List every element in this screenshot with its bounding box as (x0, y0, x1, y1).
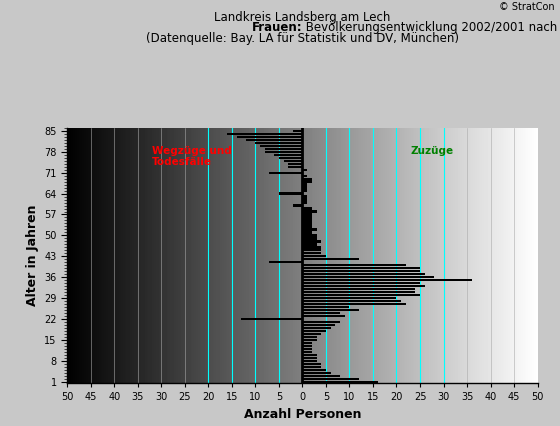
Bar (241, 318, 302, 320)
Bar (302, 267, 420, 269)
Bar (302, 327, 330, 329)
Bar (302, 312, 340, 314)
Bar (302, 300, 401, 302)
Bar (288, 166, 302, 168)
Bar (302, 369, 326, 371)
Bar (302, 285, 424, 288)
Bar (279, 193, 302, 195)
Bar (269, 261, 302, 263)
Bar (302, 213, 312, 216)
Bar (302, 381, 377, 383)
Bar (274, 154, 302, 156)
Bar (302, 273, 424, 275)
Bar (302, 345, 312, 347)
Bar (302, 321, 340, 323)
Bar (302, 315, 345, 317)
X-axis label: Anzahl Personen: Anzahl Personen (244, 408, 361, 421)
Bar (302, 354, 316, 356)
Bar (246, 138, 302, 141)
Bar (302, 336, 316, 338)
Bar (302, 351, 312, 353)
Bar (302, 378, 359, 380)
Text: Zuzüge: Zuzüge (410, 146, 454, 156)
Bar (302, 184, 307, 186)
Bar (302, 252, 321, 254)
Text: Wegzüge und
Todesfälle: Wegzüge und Todesfälle (152, 146, 232, 167)
Bar (302, 366, 321, 368)
Bar (302, 363, 321, 365)
Bar (302, 201, 307, 204)
Bar (302, 279, 472, 282)
Bar (279, 157, 302, 159)
Bar (302, 219, 312, 222)
Bar (302, 240, 321, 242)
Bar (302, 234, 316, 236)
Bar (302, 294, 420, 296)
Bar (302, 222, 312, 225)
Bar (302, 207, 312, 210)
Bar (302, 324, 335, 326)
Bar (302, 264, 406, 266)
Bar (302, 276, 434, 279)
Bar (302, 288, 416, 291)
Bar (302, 249, 321, 251)
Bar (302, 291, 416, 294)
Bar (269, 172, 302, 174)
Text: Frauen:: Frauen: (252, 21, 302, 35)
Y-axis label: Alter in Jahren: Alter in Jahren (26, 205, 39, 306)
Bar (302, 228, 316, 230)
Bar (302, 342, 312, 344)
Text: Landkreis Landsberg am Lech: Landkreis Landsberg am Lech (214, 11, 390, 24)
Bar (302, 225, 312, 227)
Bar (302, 372, 330, 374)
Bar (302, 246, 321, 248)
Bar (302, 190, 307, 192)
Bar (302, 348, 312, 350)
Bar (302, 339, 316, 341)
Bar (302, 169, 307, 171)
Bar (302, 243, 316, 245)
Bar (302, 187, 307, 189)
Bar (302, 270, 420, 272)
Bar (283, 160, 302, 162)
Text: © StratCon: © StratCon (499, 2, 554, 12)
Bar (302, 255, 326, 257)
Bar (260, 144, 302, 147)
Bar (227, 132, 302, 135)
Bar (236, 135, 302, 138)
Bar (302, 330, 326, 332)
Bar (302, 282, 420, 285)
Bar (302, 297, 396, 299)
Bar (302, 210, 316, 213)
Bar (302, 178, 312, 180)
Bar (255, 141, 302, 144)
Bar (302, 258, 359, 260)
Bar (302, 237, 316, 239)
Bar (302, 175, 307, 177)
Bar (288, 163, 302, 165)
Bar (302, 303, 406, 305)
Bar (302, 309, 359, 311)
Bar (302, 181, 312, 183)
Bar (302, 231, 312, 233)
Bar (302, 306, 349, 308)
Text: Bevölkerungsentwicklung 2002/2001 nach Altersjahren (1-85): Bevölkerungsentwicklung 2002/2001 nach A… (302, 21, 560, 35)
Bar (302, 357, 316, 359)
Bar (265, 147, 302, 150)
Bar (302, 196, 307, 198)
Bar (302, 216, 312, 219)
Bar (302, 333, 321, 335)
Bar (293, 204, 302, 207)
Bar (302, 360, 316, 362)
Text: (Datenquelle: Bay. LA für Statistik und DV, München): (Datenquelle: Bay. LA für Statistik und … (146, 32, 459, 45)
Bar (302, 199, 307, 201)
Bar (302, 375, 340, 377)
Bar (265, 151, 302, 153)
Bar (293, 130, 302, 132)
